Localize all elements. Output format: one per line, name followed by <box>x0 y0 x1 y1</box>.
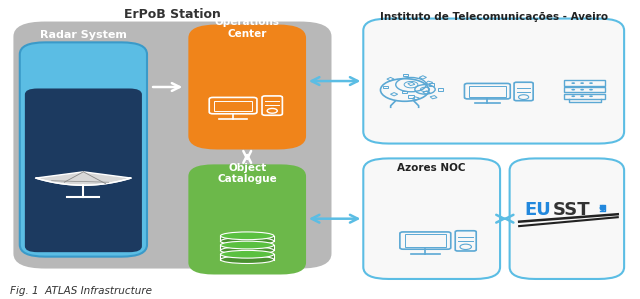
Text: SST: SST <box>553 201 591 219</box>
FancyBboxPatch shape <box>262 96 282 115</box>
FancyBboxPatch shape <box>209 97 257 114</box>
Bar <box>423 91 430 94</box>
Ellipse shape <box>221 256 274 263</box>
Circle shape <box>589 89 593 91</box>
Text: Fig. 1  ATLAS Infrastructure: Fig. 1 ATLAS Infrastructure <box>10 286 152 296</box>
FancyBboxPatch shape <box>214 101 252 112</box>
Ellipse shape <box>221 237 274 245</box>
Circle shape <box>572 89 575 91</box>
Circle shape <box>572 82 575 84</box>
Ellipse shape <box>221 250 274 258</box>
Text: EU: EU <box>524 201 551 219</box>
FancyBboxPatch shape <box>25 89 142 252</box>
FancyBboxPatch shape <box>20 42 147 257</box>
Circle shape <box>589 95 593 97</box>
Text: ErPoB Station: ErPoB Station <box>124 7 221 21</box>
FancyBboxPatch shape <box>221 245 274 250</box>
Circle shape <box>589 82 593 84</box>
Circle shape <box>580 82 584 84</box>
FancyBboxPatch shape <box>13 22 332 269</box>
Bar <box>383 86 388 88</box>
Circle shape <box>572 95 575 97</box>
Text: ●: ● <box>598 203 605 212</box>
FancyBboxPatch shape <box>509 158 624 279</box>
Bar <box>387 77 394 81</box>
Circle shape <box>580 95 584 97</box>
Polygon shape <box>36 172 131 185</box>
Bar <box>408 82 415 86</box>
Bar <box>419 76 426 79</box>
Circle shape <box>267 109 277 113</box>
Bar <box>429 83 434 86</box>
Ellipse shape <box>221 246 274 254</box>
Bar <box>402 91 407 93</box>
Text: Instituto de Telecomunicações - Aveiro: Instituto de Telecomunicações - Aveiro <box>380 12 608 22</box>
Bar <box>403 74 408 76</box>
FancyBboxPatch shape <box>364 158 500 279</box>
Circle shape <box>580 89 584 91</box>
FancyBboxPatch shape <box>221 254 274 260</box>
Bar <box>430 96 437 99</box>
Text: Operations
Center: Operations Center <box>214 17 280 39</box>
Bar <box>390 93 397 96</box>
Ellipse shape <box>221 232 274 240</box>
Ellipse shape <box>221 241 274 249</box>
Bar <box>408 95 413 98</box>
Bar <box>412 97 419 100</box>
Text: Azores NOC: Azores NOC <box>397 163 466 173</box>
Bar <box>438 88 443 91</box>
FancyBboxPatch shape <box>188 25 306 150</box>
FancyBboxPatch shape <box>364 19 624 144</box>
Bar <box>426 81 433 84</box>
Text: Radar System: Radar System <box>40 30 127 40</box>
FancyBboxPatch shape <box>221 236 274 241</box>
FancyBboxPatch shape <box>188 164 306 274</box>
Text: Object
Catalogue: Object Catalogue <box>218 163 277 184</box>
